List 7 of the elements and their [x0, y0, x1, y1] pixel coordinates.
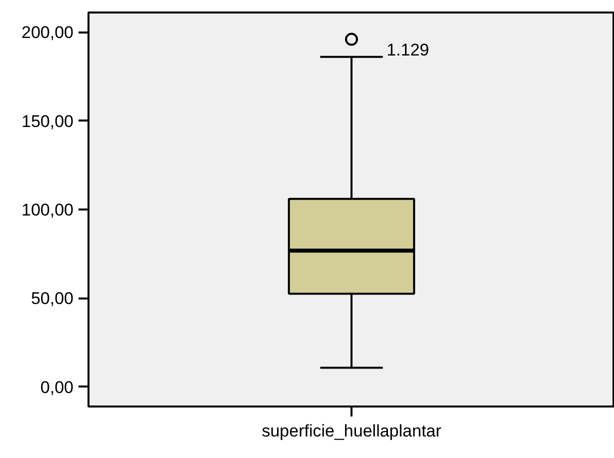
annotation: 1.129 — [386, 40, 430, 60]
y-tick-label: 150,00 — [22, 112, 74, 131]
y-tick-label: 50,00 — [30, 289, 74, 308]
y-tick-label: 100,00 — [22, 200, 74, 220]
y-tick-label: 200,00 — [22, 23, 74, 42]
x-tick-label: superficie_huellaplantar — [262, 422, 442, 440]
y-tick-label: 0,00 — [40, 378, 74, 397]
